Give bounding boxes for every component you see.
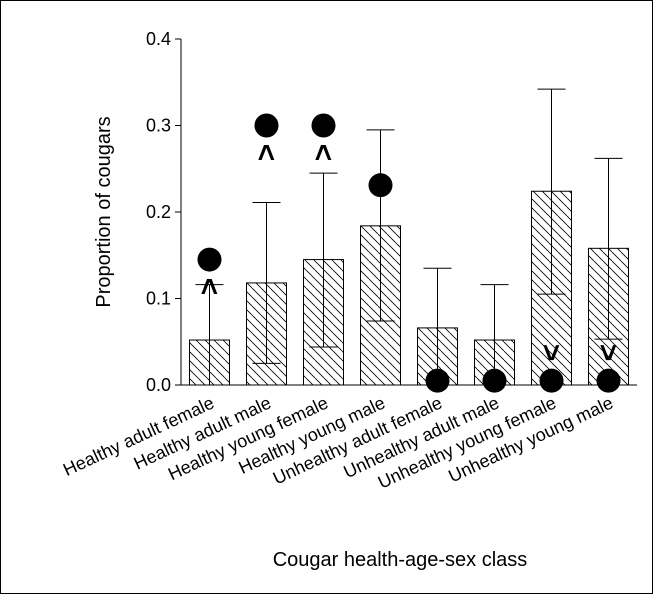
y-tick-label: 0.4 [146,29,171,49]
symbol: < [307,144,340,162]
observed-dot [539,368,564,393]
symbol: < [193,278,226,296]
observed-dot [254,113,279,138]
observed-dot [311,113,336,138]
y-tick-label: 0.2 [146,202,171,222]
y-tick-label: 0.0 [146,375,171,395]
observed-dot [197,247,222,272]
symbol: < [250,144,283,162]
y-axis-label: Proportion of cougars [93,116,115,307]
y-tick-label: 0.1 [146,289,171,309]
x-axis-label: Cougar health-age-sex class [273,549,528,571]
y-tick-label: 0.3 [146,116,171,136]
observed-dot [596,368,621,393]
symbol: > [535,344,568,362]
observed-dot [482,368,507,393]
observed-dot [368,173,393,198]
symbol: > [592,344,625,362]
observed-dot [425,368,450,393]
